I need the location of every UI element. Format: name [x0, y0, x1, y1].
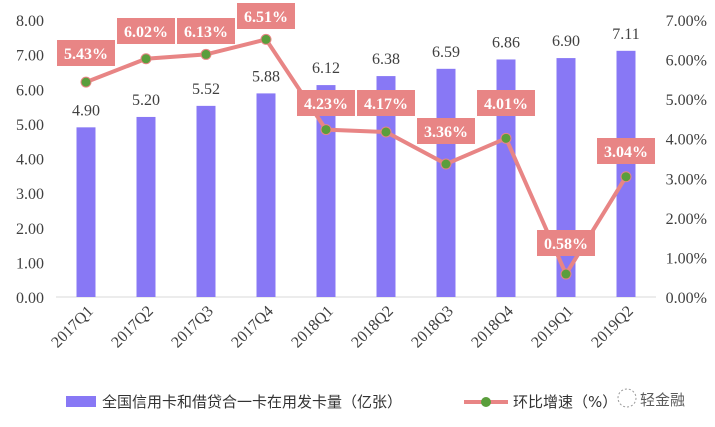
y-left-tick: 2.00 [16, 221, 44, 238]
line-label-box [57, 40, 115, 66]
legend-line-marker [481, 397, 491, 407]
y-right-tick: 2.00% [666, 211, 707, 228]
x-tick-label: 2017Q4 [228, 303, 276, 351]
line-label-box [537, 230, 595, 256]
bar [256, 93, 276, 297]
bar [496, 59, 516, 297]
bar [196, 105, 216, 298]
x-tick-label: 2018Q1 [288, 303, 336, 351]
legend-bar-swatch [66, 396, 96, 407]
y-left-tick: 7.00 [16, 48, 44, 65]
y-left-tick: 1.00 [16, 255, 44, 272]
line-marker [620, 171, 632, 183]
y-right-tick: 7.00% [666, 13, 707, 30]
y-left-tick: 8.00 [16, 13, 44, 30]
bar [436, 68, 456, 297]
bar-data-label: 7.11 [612, 26, 639, 43]
bar-data-label: 6.59 [432, 44, 460, 61]
x-tick-label: 2018Q4 [468, 303, 516, 351]
line-data-label: 4.01% [484, 96, 528, 113]
y-right-tick: 4.00% [666, 132, 707, 149]
y-left-tick: 5.00 [16, 117, 44, 134]
y-right-tick: 3.00% [666, 171, 707, 188]
bar-data-label: 6.90 [552, 33, 580, 50]
bar-data-label: 5.52 [192, 81, 220, 98]
line-marker [200, 48, 212, 60]
x-tick-label: 2017Q3 [168, 303, 216, 351]
line-marker [560, 268, 572, 280]
line-label-box [477, 90, 535, 116]
y-right-tick: 0.00% [666, 290, 707, 307]
line-data-label: 4.23% [304, 96, 348, 113]
y-right-tick: 5.00% [666, 92, 707, 109]
y-left-tick: 0.00 [16, 290, 44, 307]
bar [136, 116, 156, 297]
line-data-label: 6.51% [244, 9, 288, 26]
line-label-box [597, 138, 655, 164]
line-marker [440, 158, 452, 170]
y-left-tick: 6.00 [16, 82, 44, 99]
line-data-label: 4.17% [364, 96, 408, 113]
legend-bar-label: 全国信用卡和借贷合一卡在用发卡量（亿张） [102, 393, 402, 411]
line-label-box [297, 90, 355, 116]
line-marker [380, 126, 392, 138]
bar-data-label: 6.38 [372, 51, 400, 68]
watermark: 轻金融 [640, 391, 685, 409]
y-right-tick: 1.00% [666, 250, 707, 267]
x-tick-label: 2018Q3 [408, 303, 456, 351]
line-data-label: 0.58% [544, 236, 588, 253]
y-left-tick: 4.00 [16, 152, 44, 169]
y-right-tick: 6.00% [666, 53, 707, 70]
bar [316, 85, 336, 297]
line-label-box [237, 3, 295, 29]
line-series [85, 37, 628, 279]
line-data-label: 6.02% [124, 24, 168, 41]
x-tick-label: 2018Q2 [348, 303, 396, 351]
bar-data-label: 5.88 [252, 68, 280, 85]
line-marker [500, 132, 512, 144]
line-marker [140, 53, 152, 65]
bar-data-label: 5.20 [132, 92, 160, 109]
line-label-box [117, 18, 175, 44]
watermark-icon [617, 388, 637, 408]
line-marker [320, 124, 332, 136]
line-marker [260, 33, 272, 45]
line-data-label: 3.04% [604, 144, 648, 161]
line-data-label: 3.36% [424, 124, 468, 141]
line-label-box [417, 118, 475, 144]
line-marker [80, 76, 92, 88]
legend-line-label: 环比增速（%） [513, 393, 617, 411]
line-data-label: 5.43% [64, 46, 108, 63]
x-tick-label: 2019Q2 [588, 303, 636, 351]
bar-data-label: 4.90 [72, 102, 100, 119]
x-tick-label: 2017Q1 [48, 303, 96, 351]
x-tick-label: 2019Q1 [528, 303, 576, 351]
bar [76, 127, 96, 298]
line-label-box [357, 90, 415, 116]
x-tick-label: 2017Q2 [108, 303, 156, 351]
line-data-label: 6.13% [184, 24, 228, 41]
bar-data-label: 6.12 [312, 60, 340, 77]
bar-data-label: 6.86 [492, 34, 520, 51]
y-left-tick: 3.00 [16, 186, 44, 203]
line-label-box [177, 18, 235, 44]
